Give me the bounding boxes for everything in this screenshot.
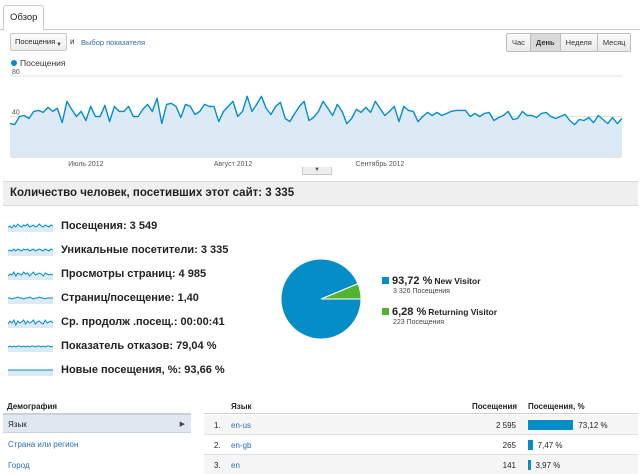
table-row: 2. en-gb 265 7,47 %: [204, 435, 638, 455]
pie-legend-new: 93,72 % New Visitor 3 326 Посещения: [382, 275, 481, 295]
chart-legend: Посещения: [11, 58, 65, 68]
sparkline: [8, 345, 53, 352]
column-header-visits-pct: Посещения, %: [528, 402, 585, 411]
x-tick-label: Август 2012: [214, 161, 253, 168]
row-number: 1.: [214, 421, 221, 430]
sparkline-line: [8, 318, 53, 327]
metric-row[interactable]: Страниц/посещение: 1,40: [8, 290, 199, 306]
sparkline-line: [8, 270, 53, 278]
period-week-button[interactable]: Неделя: [560, 34, 598, 51]
sparkline: [8, 369, 53, 376]
sparkline-line: [8, 248, 53, 252]
metric-row[interactable]: Новые посещения, %: 93,66 %: [8, 362, 225, 378]
metric-text: Ср. продолж .посещ.: 00:00:41: [61, 316, 225, 328]
metric-text: Уникальные посетители: 3 335: [61, 244, 229, 256]
column-header-language: Язык: [231, 402, 252, 411]
metric-select[interactable]: Посещения ▼: [10, 33, 67, 51]
legend-dot-icon: [11, 60, 17, 66]
x-tick-label: Сентябрь 2012: [356, 160, 405, 168]
sparkline: [8, 318, 53, 328]
period-month-button[interactable]: Месяц: [597, 34, 631, 51]
sparkline: [8, 270, 53, 280]
demographics-item-language[interactable]: Язык ▶: [3, 414, 191, 433]
pct-bar: [528, 460, 531, 470]
sparkline-area: [8, 346, 53, 352]
visits-value: 2 595: [495, 421, 516, 430]
pie-pct: 93,72 %: [392, 275, 433, 287]
period-day-button[interactable]: День: [530, 34, 561, 51]
sparkline-line: [8, 223, 53, 229]
metric-text: Новые посещения, %: 93,66 %: [61, 364, 225, 376]
metric-row[interactable]: Уникальные посетители: 3 335: [8, 242, 228, 258]
y-tick-label: 80: [12, 69, 20, 76]
visits-value: 141: [502, 461, 516, 470]
pct-value: 73,12 %: [578, 421, 608, 430]
metric-text: Показатель отказов: 79,04 %: [61, 340, 217, 352]
row-number: 2.: [214, 441, 221, 450]
pct-value: 3,97 %: [535, 461, 561, 470]
pct-bar: [528, 440, 533, 450]
pie-label: Returning Visitor: [428, 307, 498, 317]
demographics-item-label: Язык: [8, 420, 27, 429]
table-row: 1. en-us 2 595 73,12 %: [204, 415, 638, 435]
chart-expand-handle[interactable]: ▼: [302, 167, 332, 175]
metric-text: Страниц/посещение: 1,40: [61, 292, 199, 304]
sparkline-area: [8, 297, 53, 304]
y-tick-label: 40: [12, 110, 20, 117]
pie-legend-returning: 6,28 % Returning Visitor 223 Посещения: [382, 306, 497, 326]
metric-text: Посещения: 3 549: [61, 220, 158, 232]
tab-overview[interactable]: Обзор: [3, 5, 45, 31]
pie-label: New Visitor: [434, 276, 481, 286]
visits-line-chart: 80 40 Июль 2012 Август 2012 Сентябрь 2012: [9, 69, 623, 168]
table-header: Язык Посещения Посещения, %: [204, 400, 638, 414]
series-area: [10, 96, 622, 157]
tab-strip: Обзор: [0, 0, 640, 31]
and-label: и: [70, 37, 75, 46]
chevron-down-icon: ▼: [56, 42, 62, 48]
series-line: [9, 95, 623, 126]
language-link[interactable]: en: [231, 461, 240, 470]
pct-value: 7,47 %: [537, 441, 563, 450]
demographics-header: Демография: [3, 400, 191, 414]
metric-row[interactable]: Показатель отказов: 79,04 %: [8, 338, 216, 354]
demographics-item-country[interactable]: Страна или регион: [8, 440, 79, 449]
demographics-item-city[interactable]: Город: [8, 461, 30, 470]
pie-sub: 223 Посещения: [393, 319, 445, 326]
table-row: 3. en 141 3,97 %: [204, 455, 638, 474]
sparkline-line: [8, 345, 53, 348]
visits-value: 265: [502, 441, 516, 450]
column-header-visits: Посещения: [472, 402, 518, 411]
legend-square-icon: [382, 277, 389, 284]
pie-pct: 6,28 %: [392, 306, 427, 318]
visitor-type-pie: [280, 258, 362, 340]
sparkline-area: [8, 370, 53, 376]
legend-square-icon: [382, 308, 389, 315]
period-switcher: Час День Неделя Месяц: [506, 33, 632, 52]
sparkline: [8, 296, 53, 304]
metric-select-value: Посещения: [15, 37, 56, 46]
metric-row[interactable]: Посещения: 3 549: [8, 218, 157, 234]
chevron-right-icon: ▶: [179, 421, 185, 428]
sparkline: [8, 223, 53, 232]
pie-slice: [280, 258, 362, 340]
summary-header: Количество человек, посетивших этот сайт…: [3, 181, 638, 206]
sparkline-line: [8, 296, 53, 300]
pie-sub: 3 326 Посещения: [393, 288, 450, 295]
language-link[interactable]: en-us: [231, 421, 252, 430]
metric-row[interactable]: Просмотры страниц: 4 985: [8, 266, 206, 282]
language-link[interactable]: en-gb: [231, 441, 252, 450]
sparkline-area: [8, 320, 53, 328]
choose-metric-link[interactable]: Выбор показателя: [81, 38, 146, 47]
period-hour-button[interactable]: Час: [507, 34, 531, 51]
metric-text: Просмотры страниц: 4 985: [61, 268, 207, 280]
x-tick-label: Июль 2012: [68, 161, 103, 168]
metric-row[interactable]: Ср. продолж .посещ.: 00:00:41: [8, 314, 225, 330]
pct-bar: [528, 420, 574, 430]
legend-label: Посещения: [20, 58, 66, 68]
row-number: 3.: [214, 461, 221, 470]
sparkline: [8, 248, 53, 256]
